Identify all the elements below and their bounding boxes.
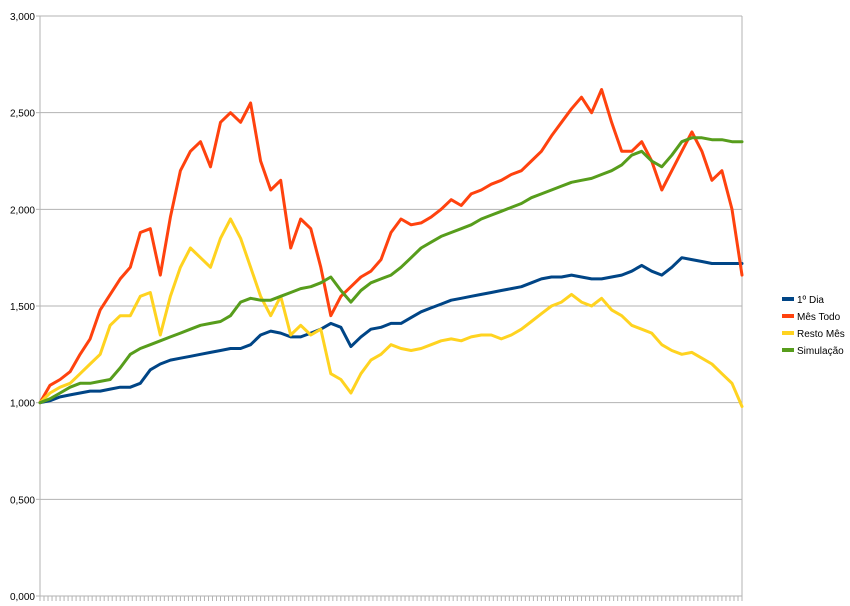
series-line	[38, 217, 744, 408]
y-tick-label: 2,000	[10, 205, 35, 216]
legend-label: 1º Dia	[797, 295, 824, 306]
legend-label: Mês Todo	[797, 312, 841, 323]
series-line	[38, 88, 744, 405]
gridlines	[36, 15, 743, 597]
y-tick-label: 3,000	[10, 12, 35, 23]
x-axis-ticks	[39, 596, 743, 601]
y-axis-ticks: 0,000 0,500 1,000 1,500 2,000 2,500 3,000	[10, 12, 35, 603]
legend: 1º Dia Mês Todo Resto Mês Simulação	[782, 295, 845, 357]
legend-label: Resto Mês	[797, 329, 845, 340]
y-tick-label: 0,000	[10, 592, 35, 603]
legend-label: Simulação	[797, 346, 844, 357]
series-lines	[38, 88, 744, 408]
y-tick-label: 0,500	[10, 495, 35, 506]
y-tick-label: 1,000	[10, 399, 35, 410]
y-tick-label: 2,500	[10, 109, 35, 120]
series-line	[38, 136, 744, 405]
series-line	[38, 256, 744, 405]
y-tick-label: 1,500	[10, 302, 35, 313]
